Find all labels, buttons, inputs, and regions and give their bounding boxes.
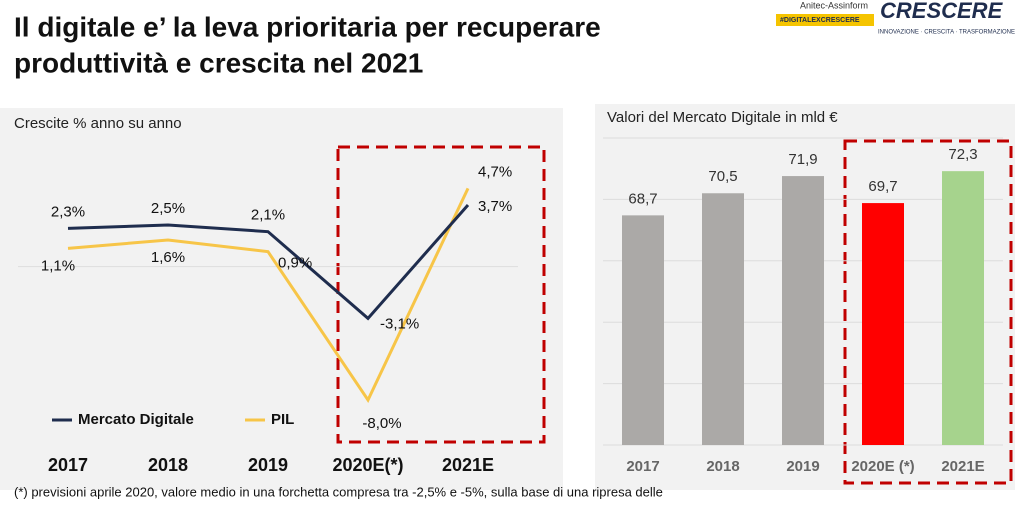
x-tick-label: 2019 bbox=[786, 458, 819, 475]
data-label: 0,9% bbox=[278, 255, 312, 272]
footnote: (*) previsioni aprile 2020, valore medio… bbox=[14, 484, 663, 499]
logo-org: Anitec-Assinform bbox=[800, 0, 868, 10]
data-label: 72,3 bbox=[948, 146, 977, 163]
chart-subtitle: Valori del Mercato Digitale in mld € bbox=[607, 109, 838, 126]
x-tick-label: 2018 bbox=[706, 458, 739, 475]
x-tick-label: 2021E bbox=[941, 458, 984, 475]
bar bbox=[622, 215, 664, 445]
chart-subtitle: Crescite % anno su anno bbox=[14, 115, 182, 132]
x-tick-label: 2021E bbox=[442, 455, 494, 475]
legend-label: PIL bbox=[271, 411, 294, 428]
data-label: -3,1% bbox=[380, 315, 419, 332]
series-line bbox=[67, 187, 470, 404]
data-label: 70,5 bbox=[708, 168, 737, 185]
logo-tagline: INNOVAZIONE · CRESCITA · TRASFORMAZIONE bbox=[878, 30, 1015, 36]
x-tick-label: 2017 bbox=[626, 458, 659, 475]
x-tick-label: 2020E (*) bbox=[851, 458, 914, 475]
x-tick-label: 2019 bbox=[248, 455, 288, 475]
bar bbox=[942, 171, 984, 445]
logo-badge bbox=[776, 14, 874, 26]
highlight-box bbox=[336, 145, 546, 444]
title-line-1: Il digitale e’ la leva prioritaria per r… bbox=[14, 11, 601, 42]
data-label: 68,7 bbox=[628, 190, 657, 207]
bar bbox=[862, 203, 904, 445]
data-label: 3,7% bbox=[478, 198, 512, 215]
logo-hashtag: #DIGITALEXCRESCERE bbox=[780, 17, 860, 24]
x-tick-label: 2017 bbox=[48, 455, 88, 475]
logo-brand: CRESCERE bbox=[880, 0, 1004, 23]
title-line-2: produttività e crescita nel 2021 bbox=[14, 47, 423, 78]
data-label: 2,3% bbox=[51, 203, 85, 220]
data-label: 4,7% bbox=[478, 163, 512, 180]
data-label: 71,9 bbox=[788, 151, 817, 168]
left-panel bbox=[0, 108, 563, 490]
data-label: 2,1% bbox=[251, 207, 285, 224]
bar bbox=[782, 176, 824, 445]
x-tick-label: 2018 bbox=[148, 455, 188, 475]
data-label: 1,1% bbox=[41, 257, 75, 274]
data-label: 1,6% bbox=[151, 249, 185, 266]
data-label: 69,7 bbox=[868, 178, 897, 195]
data-label: 2,5% bbox=[151, 200, 185, 217]
data-label: -8,0% bbox=[362, 415, 401, 432]
bar bbox=[702, 193, 744, 445]
legend-label: Mercato Digitale bbox=[78, 411, 194, 428]
series-line bbox=[67, 204, 470, 321]
x-tick-label: 2020E(*) bbox=[332, 455, 403, 475]
highlight-box bbox=[843, 139, 1013, 485]
